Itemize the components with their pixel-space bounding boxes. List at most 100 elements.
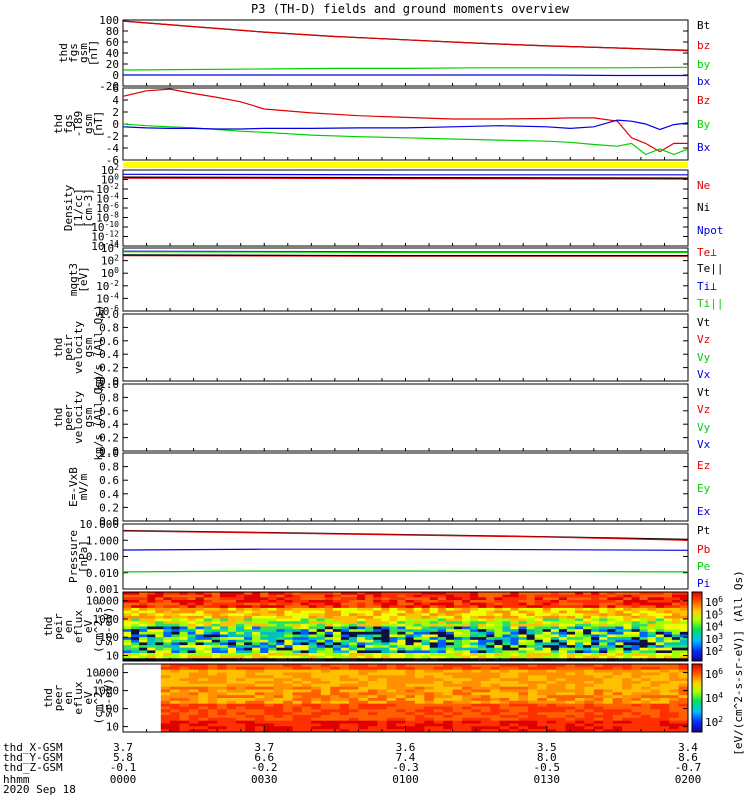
spectrogram-cell <box>155 658 164 662</box>
spectrogram-cell <box>268 621 277 625</box>
spectrogram-cell <box>462 695 472 699</box>
spectrogram-cell <box>413 631 423 635</box>
spectrogram-cell <box>640 720 651 724</box>
spectrogram-cell <box>217 692 227 696</box>
spectrogram-cell <box>480 664 491 668</box>
spectrogram-cell <box>546 703 557 707</box>
spectrogram-cell <box>490 726 501 730</box>
spectrogram-cell <box>502 650 511 654</box>
spectrogram-cell <box>583 629 592 633</box>
spectrogram-cell <box>575 618 584 622</box>
spectrogram-cell <box>316 594 326 598</box>
spectrogram-cell <box>607 647 616 651</box>
spectrogram-cell <box>300 629 310 633</box>
spectrogram-cell <box>437 597 447 601</box>
spectrogram-cell <box>358 726 369 730</box>
spectrogram-cell <box>217 672 227 676</box>
spectrogram-cell <box>486 607 495 611</box>
legend-entry: Vz <box>697 403 710 416</box>
spectrogram-cell <box>284 602 293 606</box>
spectrogram-cell <box>445 615 455 619</box>
spectrogram-cell <box>599 639 608 643</box>
spectrogram-cell <box>612 720 623 724</box>
spectrogram-cell <box>655 626 665 630</box>
spectrogram-cell <box>546 706 557 710</box>
spectrogram-cell <box>389 647 398 651</box>
spectrogram-cell <box>260 637 269 641</box>
y-tick-label: 100 <box>99 14 119 27</box>
spectrogram-cell <box>558 613 568 617</box>
spectrogram-cell <box>550 621 560 625</box>
spectrogram-cell <box>424 686 435 690</box>
spectrogram-cell <box>292 689 303 693</box>
spectrogram-cell <box>227 637 237 641</box>
spectrogram-cell <box>558 642 568 646</box>
spectrogram-cell <box>207 678 218 682</box>
spectrogram-cell <box>316 626 326 630</box>
spectrogram-cell <box>217 683 227 687</box>
spectrogram-cell <box>437 642 447 646</box>
spectrogram-cell <box>123 637 132 641</box>
spectrogram-cell <box>542 594 552 598</box>
spectrogram-cell <box>429 610 439 614</box>
spectrogram-cell <box>207 698 218 702</box>
spectrogram-cell <box>349 631 358 635</box>
spectrogram-cell <box>292 666 303 670</box>
spectrogram-cell <box>211 645 221 649</box>
spectrogram-cell <box>244 610 253 614</box>
spectrogram-cell <box>526 629 536 633</box>
spectrogram-cell <box>679 658 689 662</box>
x-tick-label: -0.7 <box>675 761 702 774</box>
spectrogram-cell <box>655 592 665 596</box>
spectrogram-cell <box>300 605 310 609</box>
spectrogram-cell <box>244 600 253 604</box>
spectrogram-cell <box>332 658 342 662</box>
spectrogram-cell <box>462 669 472 673</box>
spectrogram-cell <box>171 607 180 611</box>
spectrogram-cell <box>478 605 487 609</box>
spectrogram-cell <box>332 618 342 622</box>
spectrogram-cell <box>659 706 670 710</box>
y-tick-label: 0.0 <box>99 375 119 388</box>
spectrogram-cell <box>389 642 398 646</box>
spectrogram-cell <box>163 658 172 662</box>
spectrogram-cell <box>599 618 608 622</box>
spectrogram-cell <box>179 607 188 611</box>
spectrogram-cell <box>414 664 425 668</box>
spectrogram-cell <box>583 592 592 596</box>
spectrogram-cell <box>219 650 229 654</box>
spectrogram-cell <box>669 726 679 730</box>
spectrogram-cell <box>195 613 205 617</box>
spectrogram-cell <box>443 669 453 673</box>
spectrogram-cell <box>623 621 632 625</box>
spectrogram-cell <box>311 715 322 719</box>
spectrogram-cell <box>236 681 246 685</box>
spectrogram-cell <box>332 653 342 657</box>
spectrogram-cell <box>518 689 529 693</box>
spectrogram-cell <box>631 729 642 733</box>
spectrogram-cell <box>622 723 632 727</box>
legend-entry: Ni <box>697 201 710 214</box>
spectrogram-cell <box>311 723 322 727</box>
spectrogram-cell <box>195 631 205 635</box>
colorbar-tick-label: 102 <box>705 644 723 658</box>
y-tick-label: 0.4 <box>99 488 119 501</box>
spectrogram-cell <box>195 637 205 641</box>
spectrogram-cell <box>389 645 398 649</box>
spectrogram-cell <box>198 669 209 673</box>
spectrogram-cell <box>510 637 519 641</box>
colorbar-tick-label: 105 <box>705 607 723 621</box>
spectrogram-cell <box>160 681 171 685</box>
spectrogram-cell <box>647 650 657 654</box>
spectrogram-cell <box>198 726 209 730</box>
spectrogram-cell <box>396 672 406 676</box>
spectrogram-cell <box>308 613 318 617</box>
spectrogram-cell <box>349 607 358 611</box>
spectrogram-cell <box>179 717 190 721</box>
spectrogram-cell <box>155 629 164 633</box>
spectrogram-cell <box>179 615 188 619</box>
spectrogram-cell <box>179 698 190 702</box>
spectrogram-cell <box>599 610 608 614</box>
spectrogram-cell <box>211 594 221 598</box>
spectrogram-cell <box>283 698 293 702</box>
